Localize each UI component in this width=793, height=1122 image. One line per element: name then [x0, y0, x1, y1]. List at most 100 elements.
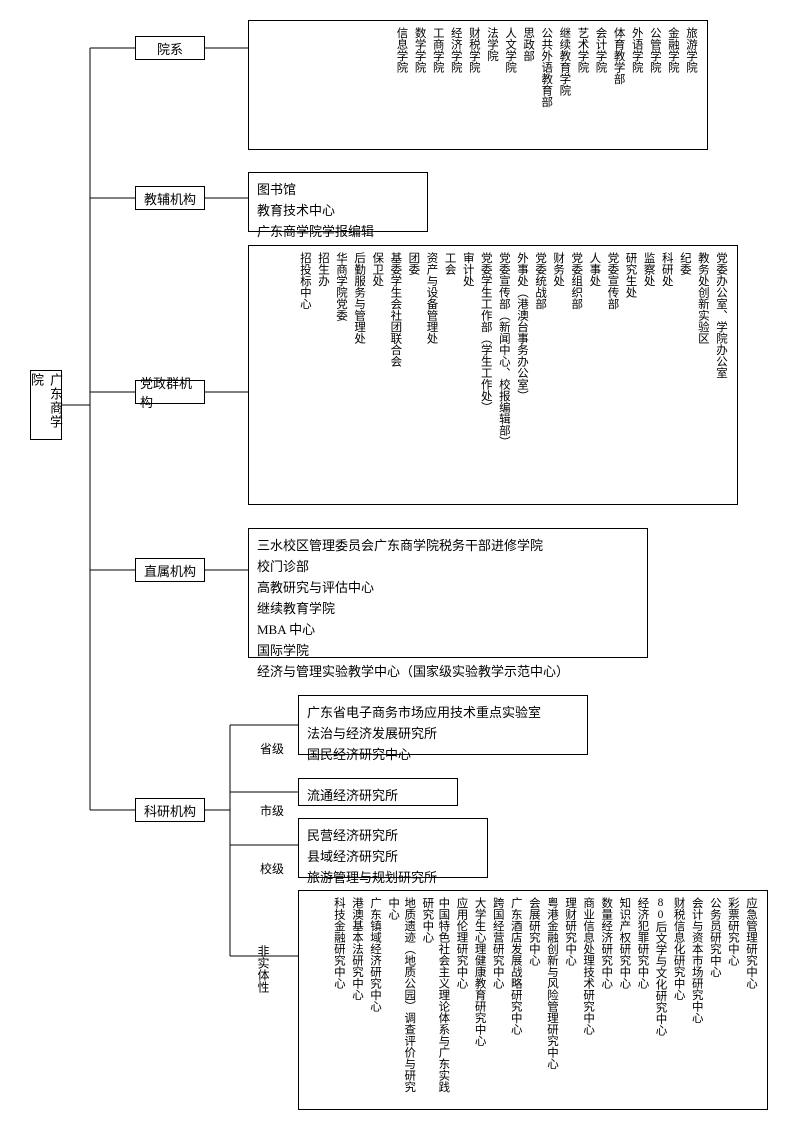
direct-box: 三水校区管理委员会广东商学院税务干部进修学院校门诊部高教研究与评估中心继续教育学… [248, 528, 648, 658]
admin-item: 后勤服务与管理处 [351, 252, 367, 344]
admin-item: 工会 [442, 252, 458, 275]
research-nonentity-item: 港澳基本法研究中心 [349, 897, 365, 1001]
direct-item: 继续教育学院 [257, 598, 639, 617]
research-prov-item: 国民经济研究中心 [307, 744, 579, 763]
faculty-item: 经济学院 [448, 27, 464, 73]
branch-direct-label: 直属机构 [144, 561, 196, 580]
faculty-item: 信息学院 [393, 27, 409, 73]
faculty-item: 旅游学院 [683, 27, 699, 73]
research-nonentity-item: 80后文学与文化研究中心 [652, 897, 668, 1036]
teachaux-box: 图书馆教育技术中心广东商学院学报编辑 [248, 172, 428, 232]
branch-admin: 党政群机构 [135, 380, 205, 404]
level-provincial-label: 省级 [260, 740, 284, 757]
faculty-item: 艺术学院 [574, 27, 590, 73]
faculty-item: 公共外语教育部 [538, 27, 554, 108]
research-nonentity-item: 财税信息化研究中心 [671, 897, 687, 1001]
teachaux-item: 图书馆 [257, 179, 419, 198]
research-nonentity-item: 地质遗迹（地质公园）调查评价与研究中心 [385, 897, 417, 1103]
direct-item: 高教研究与评估中心 [257, 577, 639, 596]
research-school-item: 县域经济研究所 [307, 846, 479, 865]
admin-item: 审计处 [460, 252, 476, 287]
research-nonentity-item: 公务员研究中心 [707, 897, 723, 978]
faculty-item: 公管学院 [647, 27, 663, 73]
research-nonentity-item: 广东镇域经济研究中心 [367, 897, 383, 1012]
admin-item: 资产与设备管理处 [423, 252, 439, 344]
faculty-item: 工商学院 [430, 27, 446, 73]
research-nonentity-item: 跨国经营研究中心 [490, 897, 506, 989]
level-school-label: 校级 [260, 860, 284, 877]
admin-item: 外事处（港澳台事务办公室） [514, 252, 530, 402]
research-nonentity-item: 会展研究中心 [526, 897, 542, 966]
faculties-box: 旅游学院金融学院公管学院外语学院体育教学部会计学院艺术学院继续教育学院公共外语教… [248, 20, 708, 150]
faculty-item: 体育教学部 [611, 27, 627, 85]
branch-faculties-label: 院系 [157, 39, 183, 58]
admin-box: 党委办公室、学院办公室教务处创新实验区纪委科研处监察处研究生处党委宣传部人事处党… [248, 245, 738, 505]
faculty-item: 会计学院 [592, 27, 608, 73]
research-school-item: 旅游管理与规划研究所 [307, 867, 479, 886]
research-school-box: 民营经济研究所县域经济研究所旅游管理与规划研究所 [298, 818, 488, 878]
research-nonentity-item: 中国特色社会主义理论体系与广东实践研究中心 [419, 897, 451, 1103]
research-nonentity-item: 广东酒店发展战略研究中心 [508, 897, 524, 1035]
research-nonentity-item: 科技金融研究中心 [331, 897, 347, 989]
level-city-label: 市级 [260, 802, 284, 819]
admin-item: 保卫处 [369, 252, 385, 287]
research-nonentity-item: 理财研究中心 [562, 897, 578, 966]
direct-item: 国际学院 [257, 640, 639, 659]
branch-faculties: 院系 [135, 36, 205, 60]
direct-item: 校门诊部 [257, 556, 639, 575]
direct-item: 三水校区管理委员会广东商学院税务干部进修学院 [257, 535, 639, 554]
research-city-item: 流通经济研究所 [307, 785, 449, 804]
branch-teachaux: 教辅机构 [135, 186, 205, 210]
research-school-item: 民营经济研究所 [307, 825, 479, 844]
faculty-item: 人文学院 [502, 27, 518, 73]
research-nonentity-item: 数量经济研究中心 [598, 897, 614, 989]
level-nonentity-label: 非实体性 [255, 945, 272, 993]
admin-item: 人事处 [586, 252, 602, 287]
admin-item: 招生办 [315, 252, 331, 287]
research-nonentity-item: 商业信息处理技术研究中心 [580, 897, 596, 1035]
teachaux-item: 广东商学院学报编辑 [257, 221, 419, 240]
root-node: 广东商学院 [30, 370, 62, 440]
research-nonentity-item: 知识产权研究中心 [616, 897, 632, 989]
research-nonentity-item: 粤港金融创新与风险管理研究中心 [544, 897, 560, 1070]
faculty-item: 法学院 [484, 27, 500, 62]
branch-direct: 直属机构 [135, 558, 205, 582]
teachaux-item: 教育技术中心 [257, 200, 419, 219]
admin-item: 华商学院党委 [333, 252, 349, 321]
admin-item: 监察处 [641, 252, 657, 287]
research-nonentity-item: 会计与资本市场研究中心 [689, 897, 705, 1024]
faculty-item: 金融学院 [665, 27, 681, 73]
research-nonentity-item: 应用伦理研究中心 [453, 897, 469, 989]
faculty-item: 外语学院 [629, 27, 645, 73]
faculty-item: 财税学院 [466, 27, 482, 73]
admin-item: 党委学生工作部（学生工作处） [478, 252, 494, 413]
research-provincial-box: 广东省电子商务市场应用技术重点实验室法治与经济发展研究所国民经济研究中心 [298, 695, 588, 755]
admin-item: 团委 [405, 252, 421, 275]
admin-item: 党委宣传部（新闻中心、校报编辑部） [496, 252, 512, 448]
direct-item: MBA 中心 [257, 619, 639, 638]
admin-item: 党委办公室、学院办公室 [713, 252, 729, 379]
research-nonentity-item: 应急管理研究中心 [743, 897, 759, 989]
research-prov-item: 法治与经济发展研究所 [307, 723, 579, 742]
admin-item: 招投标中心 [297, 252, 313, 310]
branch-teachaux-label: 教辅机构 [144, 189, 196, 208]
research-nonentity-item: 经济犯罪研究中心 [634, 897, 650, 989]
branch-research-label: 科研机构 [144, 801, 196, 820]
admin-item: 财务处 [550, 252, 566, 287]
research-nonentity-item: 大学生心理健康教育研究中心 [472, 897, 488, 1047]
branch-research: 科研机构 [135, 798, 205, 822]
faculty-item: 数学学院 [412, 27, 428, 73]
admin-item: 纪委 [677, 252, 693, 275]
research-nonentity-item: 彩票研究中心 [725, 897, 741, 966]
direct-item: 经济与管理实验教学中心（国家级实验教学示范中心） [257, 661, 639, 680]
admin-item: 教务处创新实验区 [695, 252, 711, 344]
admin-item: 基委学生会社团联合会 [387, 252, 403, 367]
admin-item: 党委组织部 [568, 252, 584, 310]
research-prov-item: 广东省电子商务市场应用技术重点实验室 [307, 702, 579, 721]
research-city-box: 流通经济研究所 [298, 778, 458, 806]
faculty-item: 思政部 [520, 27, 536, 62]
admin-item: 党委统战部 [532, 252, 548, 310]
research-nonentity-box: 应急管理研究中心彩票研究中心公务员研究中心会计与资本市场研究中心财税信息化研究中… [298, 890, 768, 1110]
admin-item: 科研处 [659, 252, 675, 287]
admin-item: 研究生处 [622, 252, 638, 298]
